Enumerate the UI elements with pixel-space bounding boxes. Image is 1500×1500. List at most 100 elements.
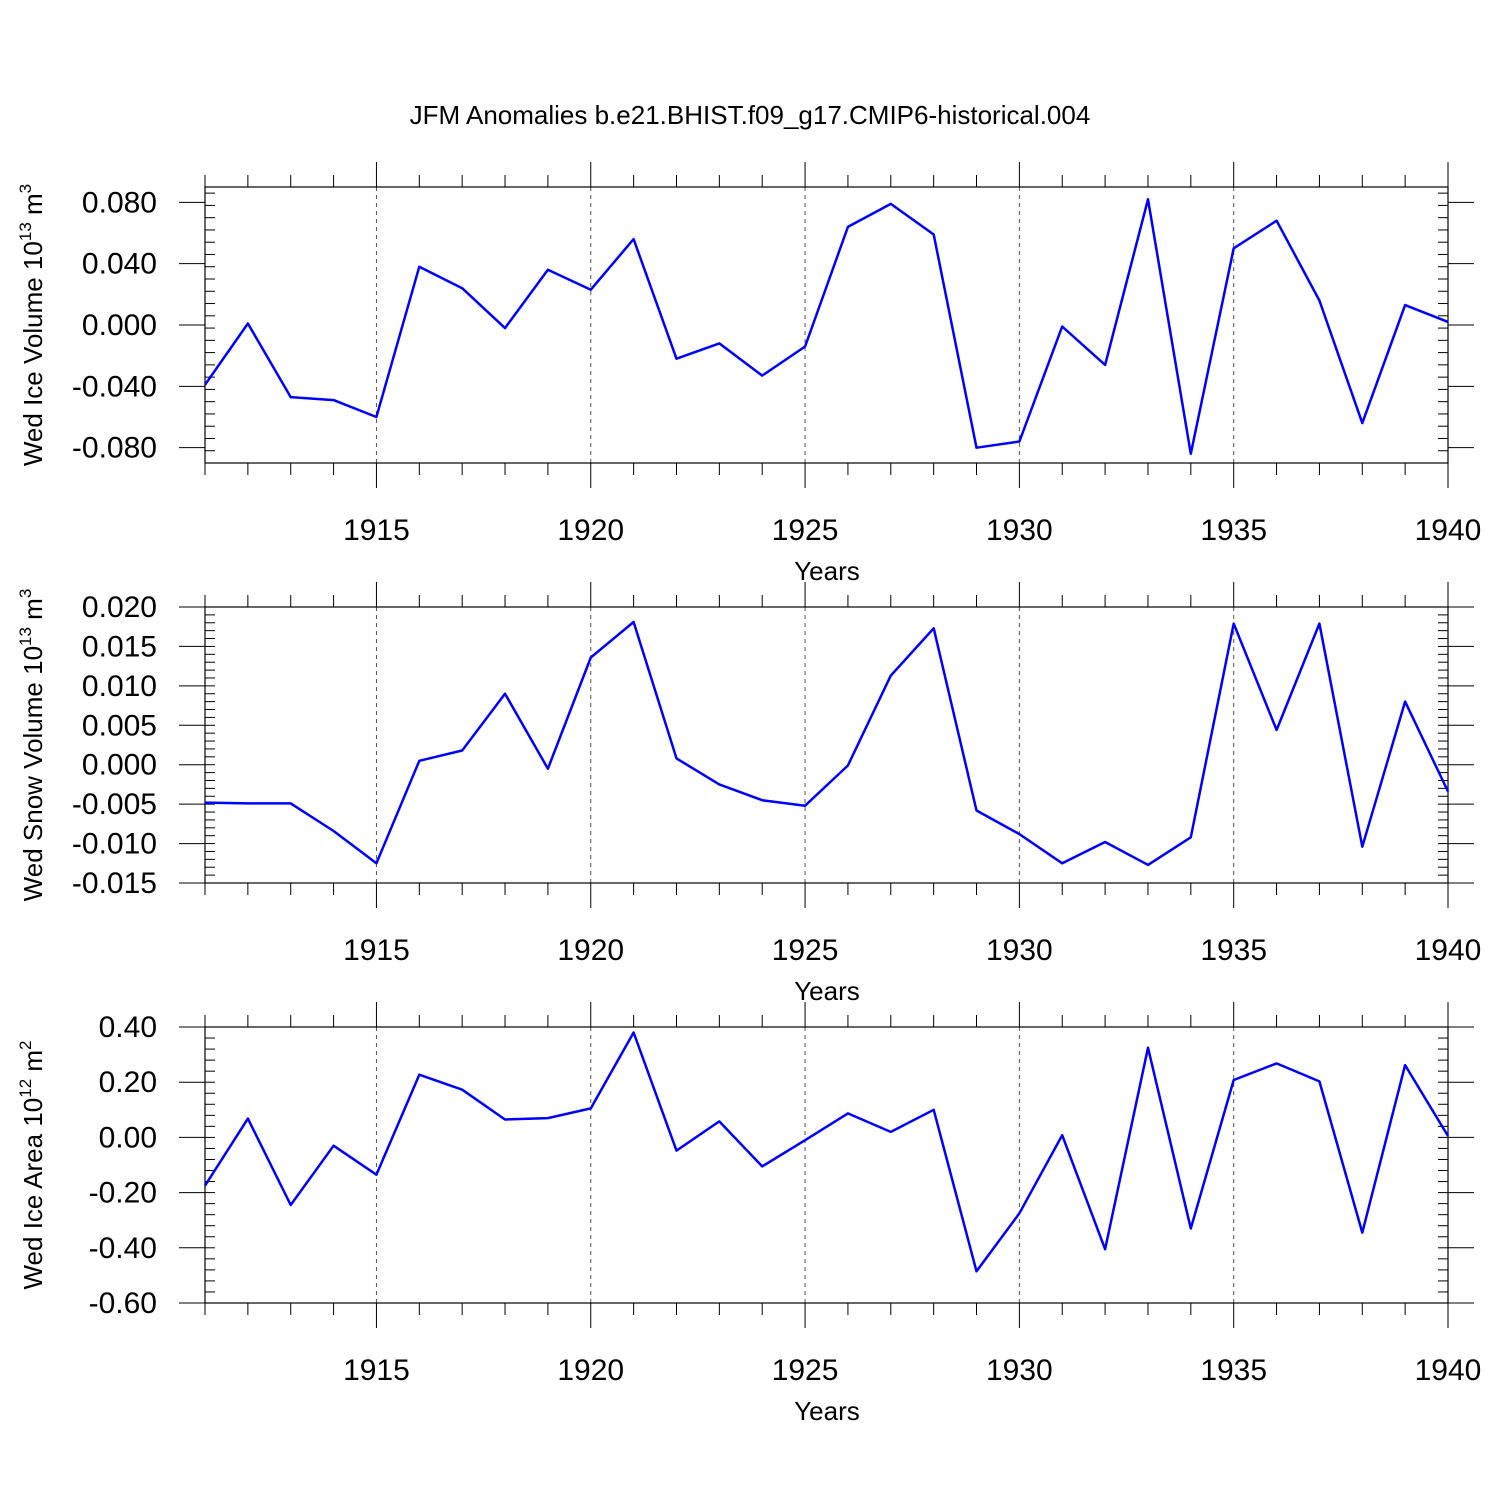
data-point-1926	[846, 225, 850, 229]
data-point-1928	[932, 233, 936, 237]
x-tick-label: 1940	[1415, 514, 1482, 547]
data-point-1924	[760, 1164, 764, 1168]
plot-frame	[204, 606, 1449, 884]
data-point-1917	[460, 286, 464, 290]
y-tick-label: -0.040	[72, 370, 157, 403]
data-point-1912	[246, 1117, 250, 1121]
data-point-1923	[717, 341, 721, 345]
data-point-1935	[1232, 622, 1236, 626]
data-point-1937	[1317, 622, 1321, 626]
y-tick-label: 0.020	[82, 591, 157, 624]
data-point-1931	[1060, 325, 1064, 329]
y-tick-label: -0.080	[72, 432, 157, 465]
data-point-1918	[503, 326, 507, 330]
data-point-1930	[1017, 832, 1021, 836]
data-point-1940	[1446, 1134, 1450, 1138]
data-point-1929	[975, 1269, 979, 1273]
x-tick-label: 1925	[772, 514, 839, 547]
data-point-1913	[289, 801, 293, 805]
series-line	[203, 198, 1449, 456]
x-tick-label: 1915	[343, 934, 410, 967]
data-point-1920	[589, 1106, 593, 1110]
y-tick-label: 0.20	[99, 1066, 157, 1099]
data-point-1922	[674, 357, 678, 361]
x-tick-label: 1925	[772, 934, 839, 967]
data-point-1934	[1189, 452, 1193, 456]
y-tick-label: -0.40	[89, 1232, 157, 1265]
data-point-1929	[975, 446, 979, 450]
y-axis-label: Wed Ice Area 1012 m2	[16, 1040, 48, 1289]
data-point-1928	[932, 626, 936, 630]
x-tick-label: 1930	[986, 514, 1053, 547]
y-tick-label: 0.000	[82, 749, 157, 782]
data-point-1915	[374, 415, 378, 419]
data-point-1930	[1017, 440, 1021, 444]
series-line	[203, 1031, 1450, 1273]
x-tick-label: 1940	[1415, 1354, 1482, 1387]
plot-frame	[204, 1026, 1449, 1304]
y-tick-label: -0.60	[89, 1287, 157, 1320]
data-point-1922	[674, 756, 678, 760]
data-point-1938	[1360, 421, 1364, 425]
panel-2: -0.015 -0.010 -0.005 0.000 0.005 0.010 0.015 0.…	[16, 582, 1481, 1006]
y-tick-label: 0.080	[82, 186, 157, 219]
data-point-1914	[332, 398, 336, 402]
x-axis-label: Years	[794, 556, 860, 586]
data-point-1919	[546, 1116, 550, 1120]
data-point-1934	[1189, 1226, 1193, 1230]
data-point-1916	[417, 1073, 421, 1077]
chart-title: JFM Anomalies b.e21.BHIST.f09_g17.CMIP6-…	[410, 100, 1091, 130]
x-tick-label: 1930	[986, 934, 1053, 967]
data-point-1920	[589, 655, 593, 659]
data-point-1915	[374, 1173, 378, 1177]
y-tick-label: 0.040	[82, 248, 157, 281]
y-tick-label: -0.015	[72, 867, 157, 900]
data-point-1932	[1103, 1247, 1107, 1251]
data-point-1927	[889, 202, 893, 206]
x-tick-label: 1940	[1415, 934, 1482, 967]
x-axis-label: Years	[794, 1396, 860, 1426]
data-point-1921	[632, 237, 636, 241]
data-point-1913	[289, 1203, 293, 1207]
data-point-1925	[803, 804, 807, 808]
data-point-1935	[1232, 1078, 1236, 1082]
y-tick-label: -0.005	[72, 788, 157, 821]
panels: -0.080 -0.040 0.000 0.040 0.080 1915 1920 1925 1…	[16, 162, 1481, 1426]
data-point-1935	[1232, 246, 1236, 250]
data-point-1937	[1317, 298, 1321, 302]
data-point-1936	[1275, 219, 1279, 223]
x-tick-label: 1935	[1200, 514, 1267, 547]
data-point-1940	[1446, 790, 1450, 794]
y-tick-label: 0.010	[82, 670, 157, 703]
data-point-1939	[1403, 303, 1407, 307]
data-point-1923	[717, 1119, 721, 1123]
data-point-1927	[889, 674, 893, 678]
data-point-1911	[203, 1184, 207, 1188]
data-point-1934	[1189, 835, 1193, 839]
data-point-1939	[1403, 700, 1407, 704]
y-axis-label: Wed Ice Volume 1013 m3	[16, 184, 48, 466]
y-tick-label: 0.000	[82, 309, 157, 342]
panel-1: -0.080 -0.040 0.000 0.040 0.080 1915 1920 1925 1…	[16, 162, 1481, 586]
data-point-1922	[674, 1149, 678, 1153]
x-tick-label: 1915	[343, 1354, 410, 1387]
data-point-1912	[246, 801, 250, 805]
panel-3: -0.60 -0.40 -0.20 0.00 0.20 0.40 1915 1920 1925 1…	[16, 1002, 1481, 1426]
x-tick-label: 1935	[1200, 1354, 1267, 1387]
data-point-1938	[1360, 1231, 1364, 1235]
x-tick-label: 1925	[772, 1354, 839, 1387]
data-point-1928	[932, 1108, 936, 1112]
data-point-1932	[1103, 363, 1107, 367]
data-point-1915	[374, 861, 378, 865]
data-point-1911	[203, 383, 207, 387]
data-point-1913	[289, 395, 293, 399]
data-point-1930	[1017, 1211, 1021, 1215]
data-point-1933	[1146, 197, 1150, 201]
data-point-1932	[1103, 840, 1107, 844]
data-point-1919	[546, 767, 550, 771]
data-point-1936	[1275, 728, 1279, 732]
y-axis-label: Wed Snow Volume 1013 m3	[16, 589, 48, 902]
data-point-1919	[546, 268, 550, 272]
data-point-1927	[889, 1130, 893, 1134]
y-tick-label: 0.015	[82, 630, 157, 663]
